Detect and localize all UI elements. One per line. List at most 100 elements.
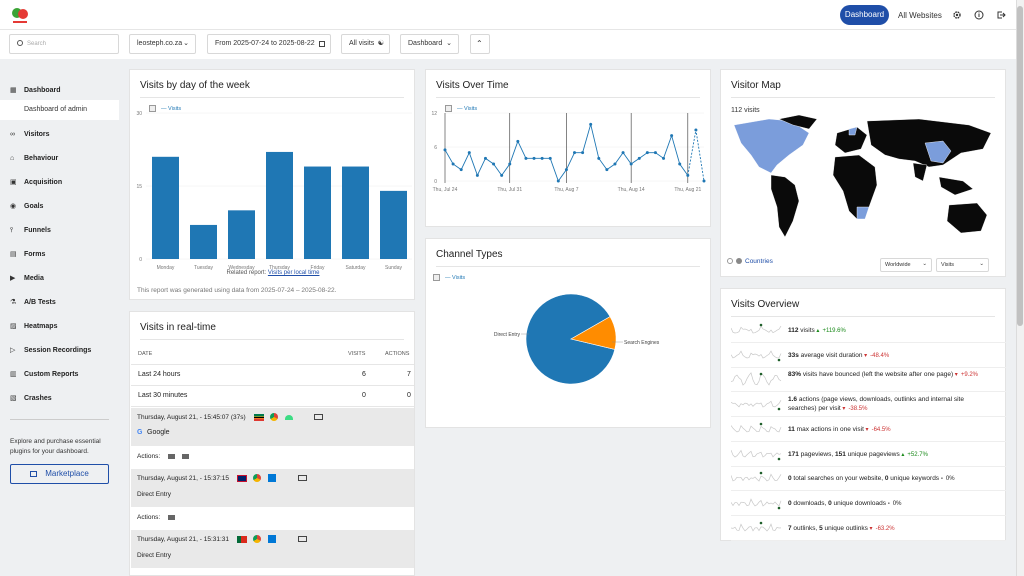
bar[interactable] [266,151,293,259]
data-point[interactable] [500,173,504,177]
visits-overview-title: Visits Overview [731,299,800,310]
data-point[interactable] [451,162,455,166]
data-point[interactable] [613,162,617,166]
visit-entry[interactable]: Thursday, August 21, - 15:37:15 Direct E… [131,469,414,507]
countries-link[interactable]: Countries [727,258,773,265]
overview-text: 1.6 actions (page views, downloads, outl… [788,395,988,414]
sidebar-sub-dashboard-admin[interactable]: Dashboard of admin [0,100,119,120]
data-point[interactable] [540,156,544,160]
sidebar-item-media[interactable]: ▶ Media [10,273,44,285]
data-point[interactable] [443,148,447,152]
metric-select[interactable]: Visits ⌄ [936,258,989,272]
sidebar-item-visitors[interactable]: ∞ Visitors [10,129,50,141]
sidebar-item-heatmaps[interactable]: ▨ Heatmaps [10,321,57,333]
data-point[interactable] [548,156,552,160]
funnel-icon: ⫯ [10,227,14,234]
data-point[interactable] [597,156,601,160]
visit-actions: Actions: [131,508,414,529]
sidebar-item-session-recordings[interactable]: ▷ Session Recordings [10,345,91,357]
data-point[interactable] [637,156,641,160]
bar[interactable] [228,210,255,259]
collapse-button[interactable]: ⌃ [470,34,490,54]
acquisition-icon: ▣ [10,179,17,186]
data-point[interactable] [621,151,625,155]
bar[interactable] [304,166,331,259]
data-point[interactable] [524,156,528,160]
scrollbar-thumb[interactable] [1017,6,1023,326]
data-point[interactable] [532,156,536,160]
visit-entry[interactable]: Thursday, August 21, - 15:31:31 Direct E… [131,530,414,568]
segment-selector[interactable]: All visits ☯ [341,34,390,54]
site-selector[interactable]: leosteph.co.za ⌄ [129,34,196,54]
logout-icon[interactable] [996,10,1006,20]
search-input[interactable]: Search [9,34,119,54]
title-divider [731,316,995,317]
data-point[interactable] [702,179,706,183]
marketplace-button[interactable]: Marketplace [10,464,109,484]
data-point[interactable] [605,168,609,172]
date-range-selector[interactable]: From 2025-07-24 to 2025-08-22 [207,34,331,54]
sidebar-item-label: Session Recordings [24,347,92,354]
chart-toggle-icon[interactable] [149,105,156,112]
bar[interactable] [342,166,369,259]
visit-entry[interactable]: Thursday, August 21, - 15:45:07 (37s) G … [131,408,414,446]
data-point[interactable] [629,162,633,166]
title-divider [731,97,995,98]
matomo-logo[interactable] [10,5,30,25]
region-select[interactable]: Worldwide ⌄ [880,258,932,272]
related-report-link[interactable]: Visits per local time [267,270,320,276]
sidebar-item-crashes[interactable]: ▧ Crashes [10,393,52,405]
data-point[interactable] [508,162,512,166]
sidebar-item-a-b-tests[interactable]: ⚗ A/B Tests [10,297,56,309]
data-point[interactable] [589,122,593,126]
sidebar-item-dashboard[interactable]: ▦ Dashboard [10,85,61,97]
overview-text: 171 pageviews, 151 unique pageviews ▴ +52… [788,450,988,460]
data-point[interactable] [581,151,585,155]
sidebar-item-acquisition[interactable]: ▣ Acquisition [10,177,62,189]
world-map[interactable] [729,115,997,245]
chart-toggle-icon[interactable] [445,105,452,112]
data-point[interactable] [573,151,576,155]
data-point[interactable] [694,128,698,132]
visits-over-time-legend[interactable]: — Visits [445,105,477,112]
pie-slice[interactable] [570,316,617,350]
sidebar-item-label: Forms [24,251,46,258]
visitor-map-title: Visitor Map [731,80,781,91]
data-point[interactable] [492,162,496,166]
bar[interactable] [152,156,179,259]
overview-row: 11 max actions in one visit ▾ -64.5% [731,418,1006,442]
y-tick-label: 0 [139,257,142,263]
sidebar-item-behaviour[interactable]: ⌂ Behaviour [10,153,58,165]
channel-types-legend[interactable]: — Visits [433,274,465,281]
data-point[interactable] [516,139,520,143]
sidebar-item-goals[interactable]: ◉ Goals [10,201,43,213]
data-point[interactable] [483,156,487,160]
data-point[interactable] [475,173,479,177]
dashboard-selector[interactable]: Dashboard ⌄ [400,34,459,54]
gear-icon[interactable] [952,10,962,20]
data-point[interactable] [662,156,666,160]
sidebar-item-funnels[interactable]: ⫯ Funnels [10,225,51,237]
data-point[interactable] [670,134,674,138]
nav-dashboard-button[interactable]: Dashboard [840,5,889,25]
scrollbar[interactable] [1016,0,1024,576]
data-point[interactable] [678,162,682,166]
data-point[interactable] [653,151,657,155]
visits-over-time-title: Visits Over Time [436,80,509,91]
sidebar-divider [10,419,109,420]
sidebar-item-forms[interactable]: ▤ Forms [10,249,45,261]
data-point[interactable] [459,168,463,172]
data-point[interactable] [564,168,568,172]
bar[interactable] [190,224,217,259]
help-icon[interactable] [974,10,984,20]
chart-toggle-icon[interactable] [433,274,440,281]
data-point[interactable] [467,151,471,155]
overview-label: max actions in one visit [794,425,864,433]
data-point[interactable] [645,151,649,155]
data-point[interactable] [686,173,690,177]
data-point[interactable] [556,179,560,183]
nav-all-websites-link[interactable]: All Websites [898,11,942,20]
sidebar-item-custom-reports[interactable]: ▥ Custom Reports [10,369,78,381]
day-of-week-legend[interactable]: — Visits [149,105,181,112]
bar[interactable] [380,190,407,259]
